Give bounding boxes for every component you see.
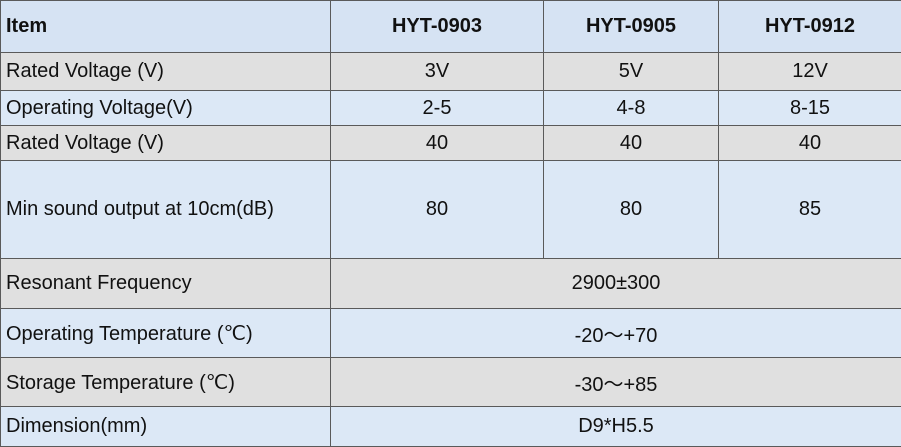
table-row: Storage Temperature (℃)-30～+85 xyxy=(1,358,901,407)
header-cell: HYT-0912 xyxy=(719,1,901,53)
cell: 3V xyxy=(331,53,544,91)
row-label: Min sound output at 10cm(dB) xyxy=(1,161,331,259)
cell: D9*H5.5 xyxy=(331,407,901,447)
cell: -30～+85 xyxy=(331,358,901,407)
row-label: Operating Voltage(V) xyxy=(1,91,331,126)
cell: 12V xyxy=(719,53,901,91)
cell: 40 xyxy=(719,126,901,161)
header-cell: HYT-0905 xyxy=(544,1,719,53)
cell: 40 xyxy=(544,126,719,161)
cell: 4-8 xyxy=(544,91,719,126)
cell: 8-15 xyxy=(719,91,901,126)
cell: -20～+70 xyxy=(331,309,901,358)
row-label: Operating Temperature (℃) xyxy=(1,309,331,358)
cell: 5V xyxy=(544,53,719,91)
table-row: Operating Temperature (℃)-20～+70 xyxy=(1,309,901,358)
row-label: Rated Voltage (V) xyxy=(1,126,331,161)
cell: 40 xyxy=(331,126,544,161)
cell: 2-5 xyxy=(331,91,544,126)
cell: 2900±300 xyxy=(331,259,901,309)
header-cell: HYT-0903 xyxy=(331,1,544,53)
cell: 80 xyxy=(544,161,719,259)
row-label: Resonant Frequency xyxy=(1,259,331,309)
header-cell: Item xyxy=(1,1,331,53)
cell: 85 xyxy=(719,161,901,259)
row-label: Dimension(mm) xyxy=(1,407,331,447)
row-label: Rated Voltage (V) xyxy=(1,53,331,91)
table-row: Dimension(mm)D9*H5.5 xyxy=(1,407,901,447)
row-label: Storage Temperature (℃) xyxy=(1,358,331,407)
cell: 80 xyxy=(331,161,544,259)
